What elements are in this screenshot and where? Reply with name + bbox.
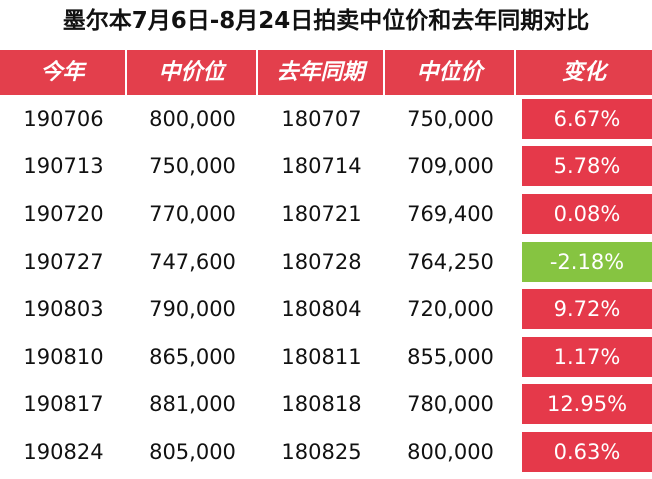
cell-median-this-year: 790,000 bbox=[149, 297, 236, 322]
header-this-year: 今年 bbox=[0, 50, 127, 95]
cell-median-last-year: 720,000 bbox=[407, 297, 494, 322]
change-badge: 9.72% bbox=[522, 289, 652, 330]
cell-median-last-year: 750,000 bbox=[407, 106, 494, 131]
header-median-this-year: 中价位 bbox=[127, 50, 258, 95]
table-row: 190706 800,000 180707 750,000 6.67% bbox=[0, 95, 652, 143]
cell-this-year: 190803 bbox=[23, 297, 104, 322]
table-body: 190706 800,000 180707 750,000 6.67% 1907… bbox=[0, 95, 652, 476]
cell-median-last-year: 800,000 bbox=[407, 439, 494, 464]
table-row: 190720 770,000 180721 769,400 0.08% bbox=[0, 190, 652, 238]
change-badge: 6.67% bbox=[522, 98, 652, 139]
cell-last-year: 180804 bbox=[281, 297, 362, 322]
header-median-last-year: 中位价 bbox=[385, 50, 516, 95]
cell-median-this-year: 747,600 bbox=[149, 249, 236, 274]
cell-median-this-year: 770,000 bbox=[149, 201, 236, 226]
change-badge: 5.78% bbox=[522, 146, 652, 187]
cell-last-year: 180811 bbox=[281, 344, 362, 369]
cell-median-this-year: 865,000 bbox=[149, 344, 236, 369]
header-change: 变化 bbox=[516, 50, 652, 95]
table-header: 今年 中价位 去年同期 中位价 变化 bbox=[0, 50, 652, 95]
cell-last-year: 180707 bbox=[281, 106, 362, 131]
cell-this-year: 190720 bbox=[23, 201, 104, 226]
table-row: 190803 790,000 180804 720,000 9.72% bbox=[0, 285, 652, 333]
page-title: 墨尔本7月6日-8月24日拍卖中位价和去年同期对比 bbox=[62, 8, 590, 34]
cell-last-year: 180825 bbox=[281, 439, 362, 464]
cell-median-this-year: 800,000 bbox=[149, 106, 236, 131]
change-badge: 1.17% bbox=[522, 336, 652, 377]
cell-last-year: 180818 bbox=[281, 392, 362, 417]
cell-median-last-year: 764,250 bbox=[407, 249, 494, 274]
cell-last-year: 180728 bbox=[281, 249, 362, 274]
cell-median-this-year: 750,000 bbox=[149, 154, 236, 179]
cell-median-last-year: 709,000 bbox=[407, 154, 494, 179]
cell-median-last-year: 855,000 bbox=[407, 344, 494, 369]
cell-this-year: 190706 bbox=[23, 106, 104, 131]
table-row: 190824 805,000 180825 800,000 0.63% bbox=[0, 428, 652, 476]
cell-this-year: 190824 bbox=[23, 439, 104, 464]
cell-median-this-year: 881,000 bbox=[149, 392, 236, 417]
cell-last-year: 180714 bbox=[281, 154, 362, 179]
change-badge: -2.18% bbox=[522, 241, 652, 282]
cell-this-year: 190727 bbox=[23, 249, 104, 274]
cell-median-last-year: 769,400 bbox=[407, 201, 494, 226]
cell-median-last-year: 780,000 bbox=[407, 392, 494, 417]
header-last-year: 去年同期 bbox=[258, 50, 385, 95]
change-badge: 0.63% bbox=[522, 431, 652, 472]
cell-this-year: 190817 bbox=[23, 392, 104, 417]
table-row: 190817 881,000 180818 780,000 12.95% bbox=[0, 381, 652, 429]
change-badge: 0.08% bbox=[522, 193, 652, 234]
change-badge: 12.95% bbox=[522, 384, 652, 425]
cell-this-year: 190713 bbox=[23, 154, 104, 179]
cell-this-year: 190810 bbox=[23, 344, 104, 369]
table-row: 190810 865,000 180811 855,000 1.17% bbox=[0, 333, 652, 381]
cell-median-this-year: 805,000 bbox=[149, 439, 236, 464]
table-row: 190727 747,600 180728 764,250 -2.18% bbox=[0, 238, 652, 286]
cell-last-year: 180721 bbox=[281, 201, 362, 226]
table-row: 190713 750,000 180714 709,000 5.78% bbox=[0, 143, 652, 191]
